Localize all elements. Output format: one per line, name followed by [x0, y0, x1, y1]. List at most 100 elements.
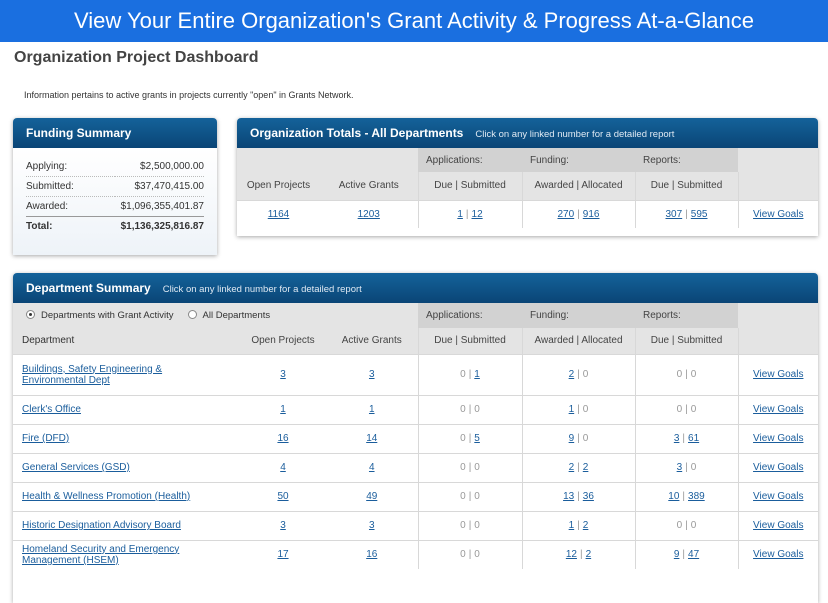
- report-link[interactable]: 10: [668, 491, 680, 502]
- report-link[interactable]: 1203: [357, 208, 380, 220]
- report-link[interactable]: 5: [474, 433, 480, 444]
- view-goals-link[interactable]: View Goals: [753, 491, 804, 502]
- cell: 13 | 36: [521, 481, 635, 511]
- report-link[interactable]: 9: [673, 549, 680, 561]
- totals-row: 1164 1203 1 | 12 270 | 916 307 | 595 View Goals: [237, 199, 818, 228]
- cell: View Goals: [737, 481, 818, 511]
- report-link[interactable]: 2: [582, 520, 589, 531]
- header-row: Department Open Projects Active Grants Due …: [13, 328, 818, 354]
- report-link[interactable]: 61: [688, 433, 700, 444]
- cell: View Goals: [737, 539, 818, 569]
- report-link[interactable]: 2: [585, 549, 592, 561]
- cell: 9 | 47: [634, 539, 738, 569]
- report-link[interactable]: 49: [366, 491, 378, 502]
- report-link[interactable]: 16: [366, 549, 378, 561]
- department-row: Health & Wellness Promotion (Health) 50 49…: [13, 481, 818, 511]
- cell: 2 | 0: [521, 353, 635, 395]
- report-link[interactable]: 3: [280, 520, 286, 531]
- filter-option[interactable]: Departments with Grant Activity: [26, 310, 174, 321]
- report-link[interactable]: 12: [565, 549, 577, 561]
- column-header: Open Projects: [237, 172, 320, 200]
- report-link[interactable]: 2: [568, 462, 575, 473]
- report-link[interactable]: 1: [568, 404, 575, 415]
- report-link[interactable]: 3: [676, 462, 683, 473]
- info-text: Information pertains to active grants in…: [24, 90, 354, 100]
- radio-button[interactable]: [187, 310, 197, 319]
- report-link[interactable]: 1164: [267, 208, 290, 220]
- cell: 4: [326, 452, 418, 482]
- report-link[interactable]: 270: [557, 208, 575, 220]
- cell: 1203: [320, 199, 418, 228]
- funding-summary-panel: Funding Summary Applying: $2,500,000.00 Su…: [13, 118, 217, 255]
- view-goals-link[interactable]: View Goals: [753, 208, 804, 220]
- report-link[interactable]: 2: [582, 462, 589, 473]
- zero-value: 0: [676, 520, 683, 531]
- report-link[interactable]: 36: [582, 491, 594, 502]
- cell: 1 | 0: [521, 394, 635, 424]
- report-link[interactable]: 9: [568, 433, 575, 444]
- report-link[interactable]: 916: [582, 208, 600, 220]
- department-link[interactable]: General Services (GSD): [22, 462, 130, 473]
- view-goals-link[interactable]: View Goals: [753, 520, 804, 531]
- radio-button[interactable]: [26, 310, 35, 319]
- department-link[interactable]: Clerk's Office: [22, 404, 81, 415]
- filter-row: Departments with Grant Activity All Depar…: [13, 303, 818, 328]
- report-link[interactable]: 3: [368, 369, 375, 380]
- department-row: Fire (DFD) 16 14 0 | 5 9 | 0 3 | 61 View Goals: [13, 423, 818, 453]
- report-link[interactable]: 14: [366, 433, 378, 444]
- filter-option[interactable]: All Departments: [187, 310, 271, 321]
- report-link[interactable]: 16: [277, 433, 289, 444]
- zero-value: 0: [690, 369, 697, 380]
- report-link[interactable]: 2: [568, 369, 575, 380]
- separator: |: [468, 549, 472, 561]
- report-link[interactable]: 389: [688, 491, 705, 502]
- header-row: Open Projects Active Grants Due | Submitte…: [237, 172, 818, 200]
- report-link[interactable]: 1: [474, 369, 480, 380]
- report-link[interactable]: 4: [368, 462, 375, 473]
- view-goals-link[interactable]: View Goals: [753, 369, 804, 380]
- cell: View Goals: [737, 199, 818, 228]
- department-link[interactable]: Buildings, Safety Engineering & Environm…: [22, 363, 163, 386]
- funding-label: Total:: [26, 216, 115, 236]
- department-link[interactable]: Fire (DFD): [22, 433, 70, 444]
- separator: |: [682, 491, 686, 502]
- cell: View Goals: [737, 394, 818, 424]
- cell: 0 | 1: [417, 353, 522, 395]
- report-link[interactable]: 595: [690, 208, 708, 220]
- report-link[interactable]: 3: [368, 520, 375, 531]
- report-link[interactable]: 1: [457, 208, 463, 220]
- department-row: General Services (GSD) 4 4 0 | 0 2 | 2 3 | 0 View Go…: [13, 452, 818, 482]
- separator: |: [468, 491, 472, 502]
- cell: General Services (GSD): [13, 452, 240, 482]
- report-link[interactable]: 50: [277, 491, 289, 502]
- view-goals-link[interactable]: View Goals: [753, 549, 804, 561]
- group-label: Reports:: [635, 303, 738, 328]
- report-link[interactable]: 3: [673, 433, 680, 444]
- separator: |: [468, 369, 472, 380]
- report-link[interactable]: 47: [688, 549, 700, 561]
- report-link[interactable]: 4: [280, 462, 286, 473]
- group-label: Applications:: [418, 148, 522, 172]
- org-totals-table: Applications: Funding: Reports: Open Projec…: [237, 148, 818, 228]
- report-link[interactable]: 1: [568, 520, 575, 531]
- report-link[interactable]: 12: [471, 208, 483, 220]
- filter-label: All Departments: [202, 310, 271, 321]
- view-goals-link[interactable]: View Goals: [753, 462, 804, 473]
- funding-row: Applying: $2,500,000.00: [26, 157, 204, 177]
- report-link[interactable]: 1: [368, 404, 375, 415]
- separator: |: [685, 462, 688, 473]
- view-goals-link[interactable]: View Goals: [753, 433, 804, 444]
- department-link[interactable]: Homeland Security and Emergency Manageme…: [22, 543, 180, 566]
- report-link[interactable]: 1: [280, 404, 286, 415]
- department-row: Homeland Security and Emergency Manageme…: [13, 539, 818, 569]
- view-goals-link[interactable]: View Goals: [753, 404, 804, 415]
- report-link[interactable]: 307: [665, 208, 683, 220]
- report-link[interactable]: 17: [277, 549, 289, 561]
- column-header: Due | Submitted: [417, 172, 522, 200]
- funding-amount: $1,096,355,401.87: [115, 196, 204, 217]
- report-link[interactable]: 13: [563, 491, 575, 502]
- report-link[interactable]: 3: [280, 369, 286, 380]
- department-link[interactable]: Historic Designation Advisory Board: [22, 520, 181, 531]
- department-link[interactable]: Health & Wellness Promotion (Health): [22, 491, 191, 502]
- cell: 0 | 5: [417, 423, 522, 453]
